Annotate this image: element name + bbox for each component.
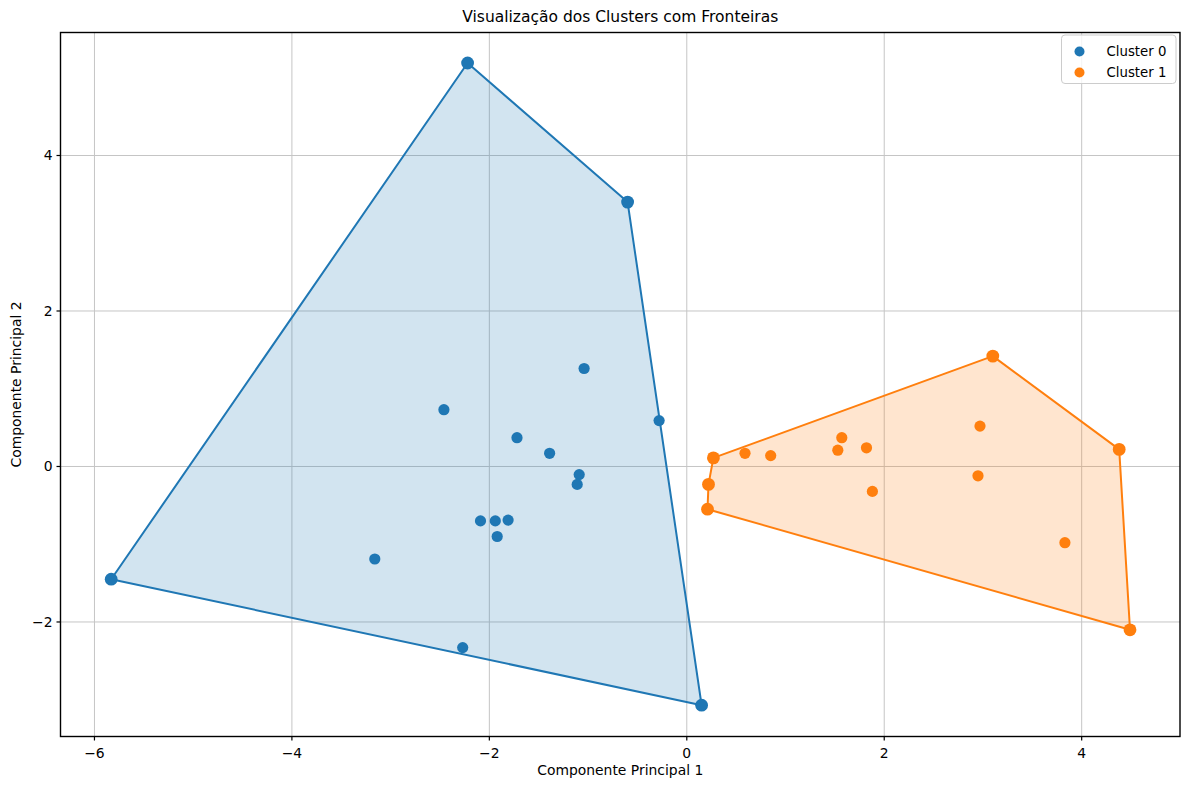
legend-label: Cluster 0 bbox=[1107, 44, 1167, 59]
chart-title: Visualização dos Clusters com Fronteiras bbox=[462, 8, 778, 26]
data-point bbox=[861, 442, 872, 453]
y-tick-label: −2 bbox=[32, 614, 52, 630]
x-tick-label: 2 bbox=[880, 745, 889, 761]
y-tick-label: 2 bbox=[44, 303, 53, 319]
data-point bbox=[106, 574, 117, 585]
data-point bbox=[492, 531, 503, 542]
cluster-0-hull bbox=[105, 57, 708, 712]
data-point bbox=[696, 700, 707, 711]
data-point bbox=[972, 470, 983, 481]
data-point bbox=[702, 504, 713, 515]
data-point bbox=[544, 448, 555, 459]
x-tick-label: −2 bbox=[479, 745, 499, 761]
legend-marker bbox=[1075, 68, 1085, 78]
y-tick-label: 0 bbox=[44, 458, 53, 474]
data-point bbox=[503, 515, 514, 526]
legend-marker bbox=[1075, 47, 1085, 57]
y-axis-label: Componente Principal 2 bbox=[8, 301, 24, 467]
data-point bbox=[457, 642, 468, 653]
legend-label: Cluster 1 bbox=[1107, 65, 1167, 80]
x-axis-label: Componente Principal 1 bbox=[537, 762, 703, 778]
data-point bbox=[867, 486, 878, 497]
data-point bbox=[1114, 444, 1125, 455]
data-point bbox=[765, 450, 776, 461]
cluster-hulls bbox=[105, 57, 1137, 712]
y-tick-label: 4 bbox=[44, 147, 53, 163]
data-point bbox=[987, 351, 998, 362]
legend: Cluster 0 Cluster 1 bbox=[1062, 35, 1177, 84]
data-point bbox=[490, 515, 501, 526]
data-point bbox=[369, 553, 380, 564]
x-tick-label: 0 bbox=[682, 745, 691, 761]
x-tick-label: −4 bbox=[282, 745, 303, 761]
x-tick-label: 4 bbox=[1077, 745, 1086, 761]
data-point bbox=[438, 404, 449, 415]
data-point bbox=[579, 363, 590, 374]
data-point bbox=[475, 515, 486, 526]
data-point bbox=[739, 448, 750, 459]
data-point bbox=[622, 197, 633, 208]
data-point bbox=[574, 469, 585, 480]
data-point bbox=[654, 415, 665, 426]
data-point bbox=[832, 445, 843, 456]
data-point bbox=[836, 432, 847, 443]
data-point bbox=[511, 432, 522, 443]
cluster-1-hull bbox=[701, 350, 1136, 636]
data-point bbox=[1124, 624, 1135, 635]
scatter-chart: −6 −4 −2 0 2 4 −2 0 2 4 Visualização dos Clusters… bbox=[0, 0, 1189, 790]
data-point bbox=[974, 421, 985, 432]
data-point bbox=[708, 452, 719, 463]
data-point bbox=[1059, 537, 1070, 548]
data-point bbox=[703, 479, 714, 490]
x-tick-label: −6 bbox=[84, 745, 104, 761]
data-point bbox=[572, 479, 583, 490]
figure: −6 −4 −2 0 2 4 −2 0 2 4 Visualização dos Clusters… bbox=[0, 0, 1189, 790]
data-point bbox=[462, 57, 473, 68]
